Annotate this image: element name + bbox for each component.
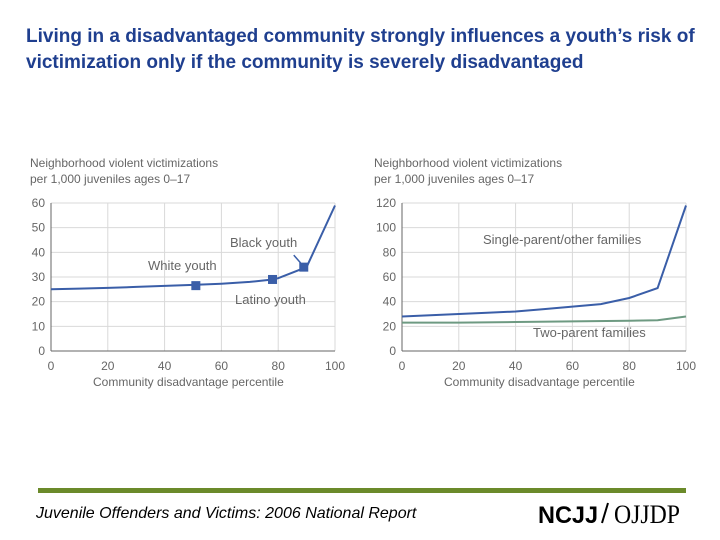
x-tick-label: 80 (272, 359, 286, 373)
logo-ncjj: NCJJ (538, 502, 598, 529)
x-tick-label: 80 (623, 359, 637, 373)
x-tick-label: 60 (215, 359, 229, 373)
y-axis-label-line1: Neighborhood violent victimizations (30, 156, 218, 170)
y-tick-label: 60 (32, 196, 46, 210)
annotation-latino-youth: Latino youth (235, 292, 306, 307)
footer-title: Juvenile Offenders and Victims: 2006 Nat… (36, 505, 417, 522)
logo-ojjdp: OJJDP (614, 500, 680, 529)
y-axis-label-line2: per 1,000 juveniles ages 0–17 (30, 172, 190, 186)
y-tick-label: 10 (32, 319, 46, 333)
x-axis-label: Community disadvantage percentile (444, 375, 635, 389)
x-tick-label: 0 (48, 359, 55, 373)
y-tick-label: 40 (32, 245, 46, 259)
marker-latino-youth (268, 274, 278, 284)
annotation-two-parent: Two-parent families (533, 325, 646, 340)
x-tick-label: 100 (325, 359, 345, 373)
y-tick-label: 100 (376, 221, 396, 235)
x-tick-label: 100 (676, 359, 696, 373)
y-tick-label: 60 (383, 270, 397, 284)
x-tick-label: 20 (452, 359, 466, 373)
x-axis-label: Community disadvantage percentile (93, 375, 284, 389)
annotation-single-parent: Single-parent/other families (483, 232, 642, 247)
series-line-single-parent (401, 205, 687, 318)
series-line-youth (50, 205, 336, 291)
footer-rule (38, 488, 686, 493)
y-tick-label: 20 (383, 319, 397, 333)
series-line-two-parent (402, 315, 687, 324)
x-tick-label: 20 (101, 359, 115, 373)
logo-slash (601, 502, 609, 524)
y-tick-label: 120 (376, 196, 396, 210)
callout-line-black-youth (293, 254, 302, 264)
annotation-white-youth: White youth (148, 258, 217, 273)
chart-family-structure: Neighborhood violent victimizations per … (374, 156, 696, 389)
x-tick-label: 60 (566, 359, 580, 373)
chart-youth-race: Neighborhood violent victimizations per … (30, 156, 345, 389)
y-axis-label-line2: per 1,000 juveniles ages 0–17 (374, 172, 534, 186)
annotation-black-youth: Black youth (230, 235, 297, 250)
y-axis-label-line1: Neighborhood violent victimizations (374, 156, 562, 170)
y-tick-label: 0 (389, 344, 396, 358)
y-tick-label: 40 (383, 295, 397, 309)
x-tick-label: 40 (509, 359, 523, 373)
slide-title: Living in a disadvantaged community stro… (26, 26, 695, 73)
y-tick-label: 0 (38, 344, 45, 358)
x-tick-label: 0 (399, 359, 406, 373)
x-tick-label: 40 (158, 359, 172, 373)
marker-white-youth (191, 281, 201, 291)
y-tick-label: 80 (383, 245, 397, 259)
marker-black-youth (299, 262, 309, 272)
y-tick-label: 30 (32, 270, 46, 284)
y-tick-label: 20 (32, 295, 46, 309)
y-tick-label: 50 (32, 221, 46, 235)
ncjj-ojjdp-logo: NCJJ OJJDP (538, 500, 680, 529)
